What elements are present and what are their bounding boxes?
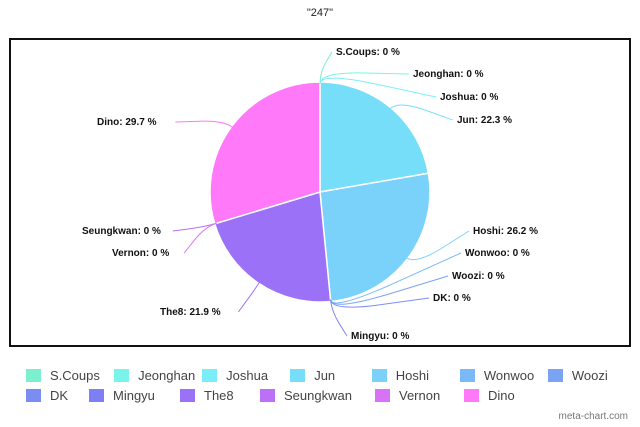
- leader-lines: [172, 51, 470, 337]
- legend-label: Seungkwan: [284, 387, 352, 403]
- slice-label: Wonwoo: 0 %: [465, 248, 530, 259]
- legend-swatch: [260, 388, 275, 402]
- chart-title: "247": [306, 7, 334, 19]
- slice-label: Dino: 29.7 %: [97, 117, 157, 128]
- legend-item-the8[interactable]: The8: [180, 388, 260, 403]
- slice-label: Joshua: 0 %: [440, 92, 498, 103]
- slice-label: Hoshi: 26.2 %: [473, 226, 538, 237]
- legend-item-dino[interactable]: Dino: [464, 388, 559, 403]
- legend-label: Woozi: [571, 367, 608, 383]
- leader-line: [319, 77, 437, 98]
- slice-label: The8: 21.9 %: [160, 307, 221, 318]
- legend-swatch: [26, 388, 41, 402]
- legend-swatch: [114, 368, 130, 382]
- legend-item-wonwoo[interactable]: Wonwoo: [459, 367, 548, 383]
- legend-swatch: [547, 368, 563, 382]
- legend-item-scoups[interactable]: S.Coups: [26, 368, 114, 383]
- legend-label: S.Coups: [50, 367, 100, 383]
- legend-label: Hoshi: [395, 367, 430, 383]
- legend-swatch: [26, 368, 41, 382]
- legend-label: Jeonghan: [138, 367, 196, 383]
- slice-label: Vernon: 0 %: [112, 248, 169, 259]
- legend-swatch: [89, 388, 104, 402]
- slice-label: Jun: 22.3 %: [457, 115, 512, 126]
- credit-text[interactable]: meta-chart.com: [558, 411, 628, 422]
- pie-slice-hoshi[interactable]: [319, 172, 431, 303]
- legend: S.Coups Jeonghan Joshua Jun Hoshi Wonwoo…: [26, 365, 636, 405]
- leader-line: [172, 222, 217, 232]
- legend-swatch: [459, 368, 475, 382]
- legend-swatch: [180, 388, 195, 402]
- legend-item-hoshi[interactable]: Hoshi: [371, 367, 460, 383]
- leader-line: [329, 252, 462, 304]
- slice-label: Mingyu: 0 %: [351, 331, 409, 342]
- legend-swatch: [202, 368, 218, 382]
- slice-labels: S.Coups: 0 % Jeonghan: 0 % Joshua: 0 % Jun:…: [82, 47, 538, 342]
- leader-line: [329, 275, 449, 305]
- leader-line: [319, 51, 333, 85]
- leader-line: [329, 297, 430, 308]
- legend-label: Wonwoo: [483, 367, 535, 383]
- legend-item-jeonghan[interactable]: Jeonghan: [114, 368, 202, 383]
- slice-label: Jeonghan: 0 %: [413, 69, 484, 80]
- legend-item-mingyu[interactable]: Mingyu: [89, 388, 180, 403]
- legend-swatch: [290, 368, 306, 382]
- legend-item-joshua[interactable]: Joshua: [202, 368, 290, 383]
- legend-item-jun[interactable]: Jun: [290, 368, 372, 383]
- legend-swatch: [464, 388, 479, 402]
- slice-label: DK: 0 %: [433, 293, 471, 304]
- pie-slices: [209, 81, 431, 303]
- slice-label: S.Coups: 0 %: [336, 47, 400, 58]
- leader-line: [405, 230, 470, 261]
- slice-label: Woozi: 0 %: [452, 271, 505, 282]
- legend-label: The8: [204, 387, 234, 403]
- leader-line: [175, 120, 234, 129]
- legend-label: Mingyu: [113, 387, 155, 403]
- legend-item-seungkwan[interactable]: Seungkwan: [260, 388, 375, 403]
- legend-row-1: S.Coups Jeonghan Joshua Jun Hoshi Wonwoo…: [26, 365, 636, 385]
- legend-swatch: [371, 368, 387, 382]
- leader-line: [329, 299, 348, 337]
- legend-label: DK: [50, 387, 69, 403]
- legend-label: Dino: [488, 387, 515, 403]
- leader-line: [389, 104, 454, 121]
- legend-row-2: DK Mingyu The8 Seungkwan Vernon Dino: [26, 385, 636, 405]
- leader-line: [237, 281, 261, 313]
- legend-swatch: [375, 388, 390, 402]
- legend-label: Jun: [314, 367, 336, 383]
- leader-line: [319, 72, 410, 85]
- legend-item-vernon[interactable]: Vernon: [375, 388, 464, 403]
- legend-label: Joshua: [226, 367, 269, 383]
- slice-label: Seungkwan: 0 %: [82, 226, 161, 237]
- leader-line: [183, 222, 217, 254]
- legend-label: Vernon: [399, 387, 441, 403]
- legend-item-woozi[interactable]: Woozi: [547, 367, 636, 383]
- legend-item-dk[interactable]: DK: [26, 388, 89, 403]
